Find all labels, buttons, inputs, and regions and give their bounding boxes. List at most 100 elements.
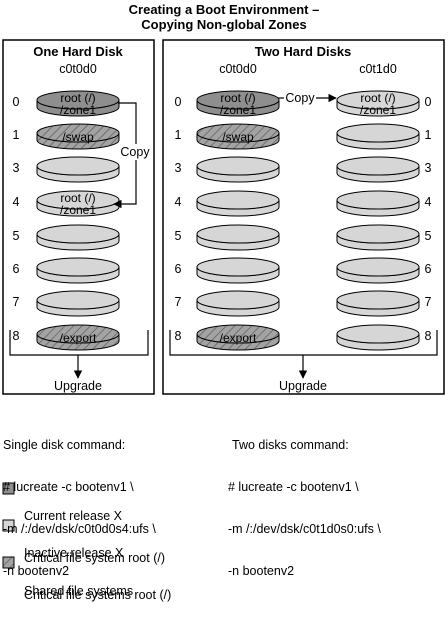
two-disk-heading: Two Hard Disks (255, 44, 352, 59)
disk-name-two-c0t0d0: c0t0d0 (219, 62, 257, 76)
two-disk-command: Two disks command: # lucreate -c bootenv… (228, 410, 381, 592)
boot-environment-diagram: Creating a Boot Environment – Copying No… (2, 2, 445, 569)
two-disk-command-heading: Two disks command: (232, 438, 349, 452)
disk-slice-shared: /export 8 (13, 324, 120, 351)
disk-slice-shared: /export 8 (175, 324, 280, 351)
slice-number: 4 (13, 195, 20, 209)
slice-number: 4 (175, 195, 182, 209)
disk-name-two-c0t1d0: c0t1d0 (359, 62, 397, 76)
slice-number: 6 (175, 262, 182, 276)
slice-top (196, 224, 280, 244)
slice-number: 3 (175, 161, 182, 175)
slice-number: 1 (425, 128, 432, 142)
disk-slice-inactive: root (/)/zone1 0 (336, 90, 432, 117)
slice-number: 6 (13, 262, 20, 276)
slice-number: 7 (425, 295, 432, 309)
slice-label: /swap (62, 130, 94, 144)
legend-current-line1: Current release X (24, 509, 122, 523)
copy-label-bg-one-disk (117, 144, 153, 160)
disk-slice-inactive: 5 (336, 224, 432, 251)
slice-number: 0 (425, 95, 432, 109)
slice-top (196, 257, 280, 277)
copy-label-two-disks: Copy (285, 91, 315, 105)
slice-top (36, 257, 120, 277)
slice-top (336, 90, 420, 110)
slice-number: 1 (13, 128, 20, 142)
slice-top (336, 123, 420, 143)
slice-number: 5 (425, 229, 432, 243)
disk-slice-shared: /swap 1 (175, 123, 280, 150)
slice-label: /export (220, 331, 257, 345)
disk-slice-shared: /swap 1 (13, 123, 120, 150)
slice-top (36, 123, 120, 143)
slice-top (196, 90, 280, 110)
single-disk-command-heading: Single disk command: (3, 438, 126, 452)
disk-slices: root (/)/zone1 0/swap 1 3 root (/)/zone1 4 5 6 7… (13, 90, 432, 351)
single-disk-command-line: # lucreate -c bootenv1 \ (3, 480, 134, 494)
one-disk-heading: One Hard Disk (33, 44, 123, 59)
disk-slice-inactive: 3 (13, 156, 120, 183)
two-disk-command-line: # lucreate -c bootenv1 \ (228, 480, 359, 494)
slice-top (196, 123, 280, 143)
slice-number: 7 (13, 295, 20, 309)
upgrade-label-two-disks: Upgrade (279, 379, 327, 393)
disk-slice-inactive: 3 (175, 156, 280, 183)
slice-top (36, 224, 120, 244)
slice-top (336, 290, 420, 310)
upgrade-label-one-disk: Upgrade (54, 379, 102, 393)
slice-number: 8 (175, 329, 182, 343)
diagram-title-line2: Copying Non-global Zones (141, 17, 306, 32)
slice-number: 4 (425, 195, 432, 209)
disk-slice-inactive: 4 (336, 190, 432, 217)
disk-slice-inactive: 6 (336, 257, 432, 284)
disk-slice-inactive: 3 (336, 156, 432, 183)
disk-slice-inactive: 4 (175, 190, 280, 217)
single-disk-command-line: -m /:/dev/dsk/c0t0d0s4:ufs \ (3, 522, 156, 536)
slice-label: /swap (222, 130, 254, 144)
disk-slice-inactive: root (/)/zone1 4 (13, 190, 120, 217)
slice-number: 5 (175, 229, 182, 243)
slice-label: root (/)/zone1 (60, 191, 96, 217)
slice-label: root (/)/zone1 (360, 91, 396, 117)
disk-slice-inactive: 7 (336, 290, 432, 317)
disk-slice-inactive: 6 (13, 257, 120, 284)
slice-label: root (/)/zone1 (60, 91, 96, 117)
slice-top (196, 190, 280, 210)
disk-slice-inactive: 8 (336, 324, 432, 351)
disk-slice-inactive: 7 (175, 290, 280, 317)
slice-number: 1 (175, 128, 182, 142)
disk-slice-inactive: 5 (175, 224, 280, 251)
legend-shared-line1: Shared file systems (24, 584, 134, 598)
slice-number: 7 (175, 295, 182, 309)
single-disk-command: Single disk command: # lucreate -c boote… (3, 410, 156, 592)
disk-slice-inactive: 1 (336, 123, 432, 150)
slice-top (36, 156, 120, 176)
copy-label-one-disk: Copy (120, 145, 150, 159)
slice-top (336, 224, 420, 244)
slice-label: /export (60, 331, 97, 345)
slice-top (336, 257, 420, 277)
slice-top (36, 324, 120, 344)
slice-number: 3 (13, 161, 20, 175)
slice-number: 5 (13, 229, 20, 243)
slice-label: root (/)/zone1 (220, 91, 256, 117)
two-disk-command-line: -m /:/dev/dsk/c0t1d0s0:ufs \ (228, 522, 381, 536)
slice-top (196, 290, 280, 310)
slice-top (336, 190, 420, 210)
slice-number: 3 (425, 161, 432, 175)
legend-inactive-line1: Inactive release X (24, 546, 124, 560)
legend-current-line2: Critical file system root (/) (24, 551, 165, 565)
slice-top (36, 90, 120, 110)
disk-name-one-c0t0d0: c0t0d0 (59, 62, 97, 76)
single-disk-command-line: -n bootenv2 (3, 564, 70, 578)
legend-swatch-current (2, 482, 15, 495)
disk-slice-current: root (/)/zone1 0 (175, 90, 280, 117)
disk-slice-inactive: 5 (13, 224, 120, 251)
slice-number: 0 (13, 95, 20, 109)
two-disk-panel (162, 39, 445, 395)
slice-number: 8 (13, 329, 20, 343)
slice-top (336, 324, 420, 344)
legend-swatch-shared (2, 556, 15, 569)
one-disk-panel (2, 39, 155, 395)
upgrade-bracket-one-disk (9, 330, 149, 356)
